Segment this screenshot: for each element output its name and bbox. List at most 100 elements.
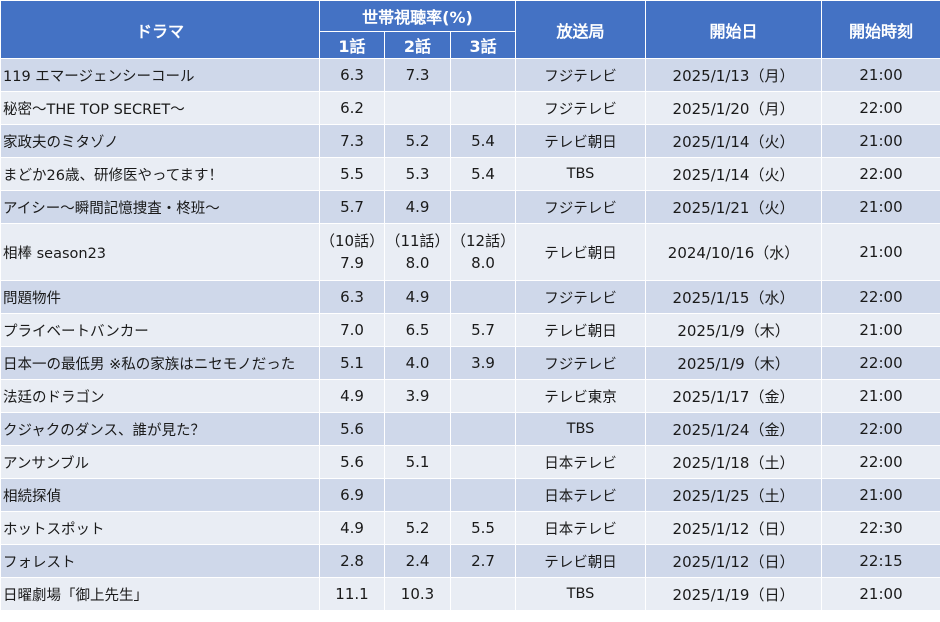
rating-ep3: 5.4 <box>449 124 517 158</box>
rating-ep3: 2.7 <box>449 544 517 578</box>
rating-ep1: 6.9 <box>319 478 385 512</box>
header-row: ドラマ 世帯視聴率(%) 放送局 開始日 開始時刻 <box>0 0 940 59</box>
station: テレビ東京 <box>515 379 647 413</box>
drama-title: アイシー～瞬間記憶捜査・柊班～ <box>0 190 320 224</box>
rating-ep3 <box>449 577 517 611</box>
drama-title: まどか26歳、研修医やってます！ <box>0 157 320 191</box>
station: テレビ朝日 <box>515 124 647 158</box>
rating-ep3: （12話） 8.0 <box>449 223 517 281</box>
station: テレビ朝日 <box>515 223 647 281</box>
start-date: 2025/1/9（木） <box>645 313 823 347</box>
station: フジテレビ <box>515 91 647 125</box>
table-row: 相続探偵 6.9 日本テレビ 2025/1/25（土） 21:00 <box>0 478 940 512</box>
rating-ep1: 5.5 <box>319 157 385 191</box>
start-date: 2025/1/14（火） <box>645 157 823 191</box>
rating-ep3 <box>449 190 517 224</box>
rating-ep2: 4.0 <box>384 346 451 380</box>
table-row: クジャクのダンス、誰が見た？ 5.6 TBS 2025/1/24（金） 22:0… <box>0 412 940 446</box>
col-header-station: 放送局 <box>515 0 647 59</box>
rating-ep1: 6.3 <box>319 280 385 314</box>
table-row: 日曜劇場「御上先生」 11.1 10.3 TBS 2025/1/19（日） 21… <box>0 577 940 611</box>
start-time: 21:00 <box>821 313 940 347</box>
rating-ep2: 5.1 <box>384 445 451 479</box>
rating-ep1: 5.7 <box>319 190 385 224</box>
drama-title: 相続探偵 <box>0 478 320 512</box>
subheader-row: 1話 2話 3話 <box>1 31 940 59</box>
drama-title: 秘密～THE TOP SECRET～ <box>0 91 320 125</box>
start-time: 22:30 <box>821 511 940 545</box>
station: フジテレビ <box>515 58 647 92</box>
rating-ep3 <box>449 412 517 446</box>
rating-ep3 <box>449 280 517 314</box>
rating-ep2: 2.4 <box>384 544 451 578</box>
table-row: 日本一の最低男 ※私の家族はニセモノだった 5.1 4.0 3.9 フジテレビ … <box>0 346 940 380</box>
start-time: 22:15 <box>821 544 940 578</box>
station: フジテレビ <box>515 190 647 224</box>
rating-ep1: 6.3 <box>319 58 385 92</box>
table-row: アイシー～瞬間記憶捜査・柊班～ 5.7 4.9 フジテレビ 2025/1/21（… <box>0 190 940 224</box>
start-date: 2025/1/19（日） <box>645 577 823 611</box>
drama-title: クジャクのダンス、誰が見た？ <box>0 412 320 446</box>
drama-title: 家政夫のミタゾノ <box>0 124 320 158</box>
station: TBS <box>515 412 647 446</box>
start-time: 21:00 <box>821 478 940 512</box>
rating-ep1: 5.6 <box>319 412 385 446</box>
rating-ep2: 4.9 <box>384 280 451 314</box>
rating-ep1: 4.9 <box>319 379 385 413</box>
rating-ep2: 5.2 <box>384 511 451 545</box>
station: テレビ朝日 <box>515 313 647 347</box>
table-row: 秘密～THE TOP SECRET～ 6.2 フジテレビ 2025/1/20（月… <box>0 91 940 125</box>
col-header-ep1: 1話 <box>319 31 385 59</box>
start-date: 2025/1/18（土） <box>645 445 823 479</box>
rating-ep2: 6.5 <box>384 313 451 347</box>
col-header-start-time: 開始時刻 <box>821 0 940 59</box>
drama-title: 問題物件 <box>0 280 320 314</box>
rating-value: 7.9 <box>340 254 364 272</box>
rating-ep1: 7.3 <box>319 124 385 158</box>
start-date: 2025/1/25（土） <box>645 478 823 512</box>
start-date: 2025/1/15（水） <box>645 280 823 314</box>
col-header-ep2: 2話 <box>384 31 451 59</box>
start-time: 22:00 <box>821 157 940 191</box>
rating-ep2: 7.3 <box>384 58 451 92</box>
rating-ep2 <box>384 412 451 446</box>
start-time: 22:00 <box>821 445 940 479</box>
rating-ep1: （10話） 7.9 <box>319 223 385 281</box>
rating-ep2: 3.9 <box>384 379 451 413</box>
start-date: 2025/1/12（日） <box>645 544 823 578</box>
drama-title: フォレスト <box>0 544 320 578</box>
rating-value: 8.0 <box>405 254 430 272</box>
rating-value: 8.0 <box>471 254 495 272</box>
rating-ep2: 5.2 <box>384 124 451 158</box>
start-date: 2025/1/20（月） <box>645 91 823 125</box>
start-time: 22:00 <box>821 346 940 380</box>
rating-ep2: 10.3 <box>384 577 451 611</box>
start-time: 21:00 <box>821 379 940 413</box>
drama-title: 日曜劇場「御上先生」 <box>0 577 320 611</box>
rating-ep2: 4.9 <box>384 190 451 224</box>
start-time: 21:00 <box>821 58 940 92</box>
rating-ep2: （11話） 8.0 <box>384 223 451 281</box>
table-row: プライベートバンカー 7.0 6.5 5.7 テレビ朝日 2025/1/9（木）… <box>0 313 940 347</box>
rating-ep1: 2.8 <box>319 544 385 578</box>
start-time: 22:00 <box>821 412 940 446</box>
start-date: 2025/1/21（火） <box>645 190 823 224</box>
col-header-ep3: 3話 <box>449 31 517 59</box>
rating-ep1: 6.2 <box>319 91 385 125</box>
start-date: 2025/1/14（火） <box>645 124 823 158</box>
rating-ep3: 5.4 <box>449 157 517 191</box>
rating-ep3 <box>449 91 517 125</box>
table-row: 家政夫のミタゾノ 7.3 5.2 5.4 テレビ朝日 2025/1/14（火） … <box>0 124 940 158</box>
rating-ep3: 3.9 <box>449 346 517 380</box>
station: 日本テレビ <box>515 445 647 479</box>
station: 日本テレビ <box>515 478 647 512</box>
start-date: 2025/1/13（月） <box>645 58 823 92</box>
station: フジテレビ <box>515 346 647 380</box>
table-row: ホットスポット 4.9 5.2 5.5 日本テレビ 2025/1/12（日） 2… <box>0 511 940 545</box>
rating-ep1: 4.9 <box>319 511 385 545</box>
rating-ep1: 11.1 <box>319 577 385 611</box>
start-date: 2025/1/24（金） <box>645 412 823 446</box>
col-header-start-date: 開始日 <box>645 0 823 59</box>
start-date: 2025/1/12（日） <box>645 511 823 545</box>
